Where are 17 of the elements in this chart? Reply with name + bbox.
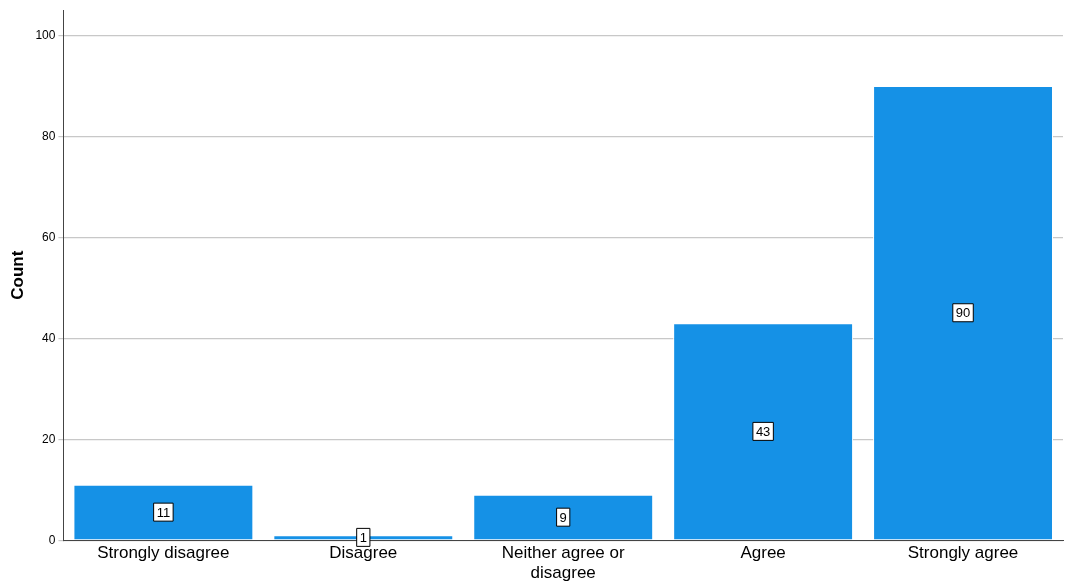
x-tick-label: Neither agree or disagree [501, 543, 625, 583]
y-tick-label: 0 [48, 532, 56, 547]
y-tick-label: 60 [42, 229, 56, 244]
y-axis-title: Count [7, 250, 27, 300]
data-label: 11 [156, 504, 171, 520]
x-tick-label: Disagree [329, 543, 398, 563]
data-label: 9 [559, 509, 567, 525]
y-tick-label: 40 [42, 330, 56, 345]
data-label: 1 [359, 529, 367, 545]
x-tick-label: Strongly agree [907, 543, 1019, 563]
data-label: 43 [755, 423, 771, 439]
y-tick-label: 100 [35, 27, 56, 42]
data-label: 90 [955, 305, 971, 321]
x-tick-label: Agree [740, 543, 786, 563]
x-tick-label: Strongly disagree [97, 543, 230, 563]
y-tick-label: 20 [42, 431, 56, 446]
y-tick-label: 80 [42, 128, 56, 143]
